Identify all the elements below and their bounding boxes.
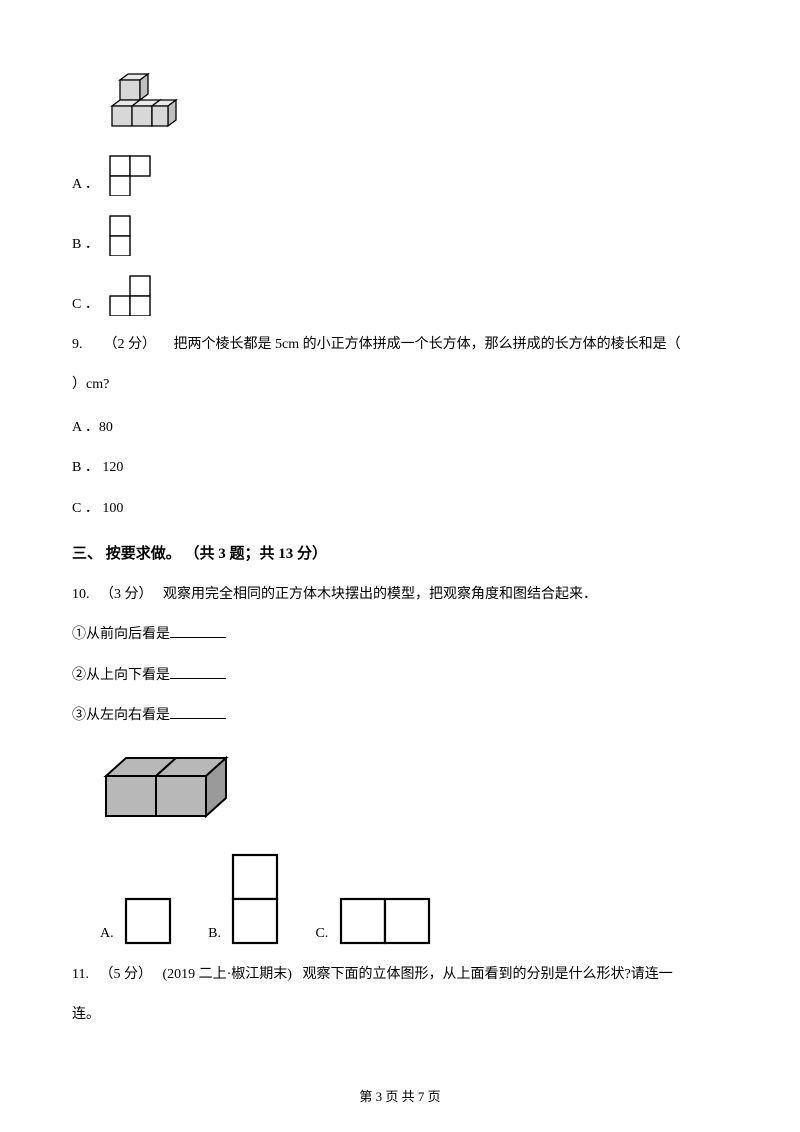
q10-sub3: ③从左向右看是	[72, 705, 728, 727]
q10-points: （3 分）	[100, 587, 153, 602]
q10-body: 观察用完全相同的正方体木块摆出的模型，把观察角度和图结合起来．	[163, 587, 597, 602]
q9-num: 9.	[72, 334, 100, 356]
section-3-heading: 三、 按要求做。 （共 3 题；共 13 分）	[72, 542, 728, 566]
q10-opt-c-label: C.	[315, 923, 328, 945]
q9-option-c: C ． 100	[72, 498, 728, 520]
q10-sub1: ①从前向后看是	[72, 624, 728, 646]
option-a-shape	[108, 154, 154, 196]
blank-1	[170, 624, 226, 638]
q11-body: 观察下面的立体图形，从上面看到的分别是什么形状?请连一	[302, 967, 672, 982]
option-c-shape	[108, 274, 154, 316]
q9-option-b: B ． 120	[72, 457, 728, 479]
option-a-label: A ．	[72, 174, 99, 196]
q9-body-prefix: 把两个棱长都是 5cm 的小正方体拼成一个长方体，那么拼成的长方体的棱长和是（	[174, 337, 681, 352]
blank-2	[170, 665, 226, 679]
option-b-shape	[108, 214, 134, 256]
q8-option-b: B ．	[72, 214, 728, 256]
q10-opt-c-shape	[338, 896, 432, 946]
q11-num: 11.	[72, 967, 89, 982]
q10-opt-a-shape	[123, 896, 173, 946]
q10-cuboid-figure	[100, 752, 728, 826]
q9-text: 9. （2 分） 把两个棱长都是 5cm 的小正方体拼成一个长方体，那么拼成的长…	[100, 334, 728, 356]
page-footer: 第 3 页 共 7 页	[0, 1087, 800, 1108]
q10-options-row: A. B. C.	[100, 852, 728, 946]
q10-opt-b-label: B.	[208, 923, 221, 945]
q9-option-a: A ．80	[72, 417, 728, 439]
q10-sub2: ②从上向下看是	[72, 665, 728, 687]
q11-text-2: 连。	[72, 1004, 728, 1026]
option-c-label: C ．	[72, 294, 99, 316]
cuboid-2x1	[100, 752, 240, 826]
q10-num: 10.	[72, 587, 90, 602]
q8-option-a: A ．	[72, 154, 728, 196]
q10-sub1-text: ①从前向后看是	[72, 627, 170, 642]
q8-figure	[100, 72, 728, 136]
q8-option-c: C ．	[72, 274, 728, 316]
q10-opt-b-shape	[230, 852, 280, 946]
q10-sub3-text: ③从左向右看是	[72, 708, 170, 723]
q10-text: 10. （3 分） 观察用完全相同的正方体木块摆出的模型，把观察角度和图结合起来…	[72, 584, 728, 606]
cube-stack-figure	[100, 72, 184, 136]
q11-ref: (2019 二上·椒江期末)	[162, 967, 292, 982]
option-b-label: B ．	[72, 234, 99, 256]
q11-text: 11. （5 分） (2019 二上·椒江期末) 观察下面的立体图形，从上面看到…	[72, 964, 728, 986]
q9-points: （2 分）	[104, 337, 157, 352]
q9-suffix: ）cm?	[72, 374, 728, 396]
q10-opt-a-label: A.	[100, 923, 114, 945]
blank-3	[170, 705, 226, 719]
q10-sub2-text: ②从上向下看是	[72, 668, 170, 683]
q11-points: （5 分）	[99, 967, 152, 982]
